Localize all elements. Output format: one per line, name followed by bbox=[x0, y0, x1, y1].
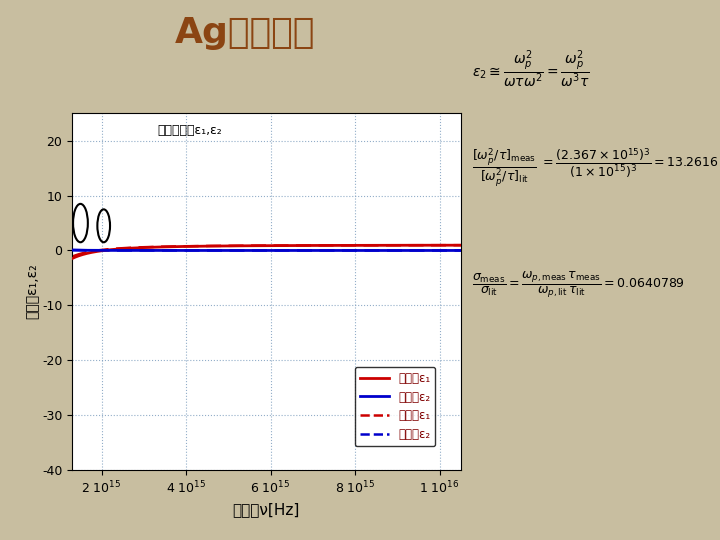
Text: $\dfrac{\sigma_{\rm meas}}{\sigma_{\rm lit}} = \dfrac{\omega_{p,\rm meas}\,\tau_: $\dfrac{\sigma_{\rm meas}}{\sigma_{\rm l… bbox=[472, 270, 685, 300]
X-axis label: 振動数ν[Hz]: 振動数ν[Hz] bbox=[233, 502, 300, 517]
Text: $= \dfrac{(2.367\times10^{15})^3}{(1\times10^{15})^3} = 13.2616$: $= \dfrac{(2.367\times10^{15})^3}{(1\tim… bbox=[540, 146, 719, 179]
Text: $\dfrac{[\omega_p^2/\tau]_{\rm meas}}{[\omega_p^2/\tau]_{\rm lit}}$: $\dfrac{[\omega_p^2/\tau]_{\rm meas}}{[\… bbox=[472, 146, 536, 188]
Text: $\varepsilon_2 \cong \dfrac{\omega_p^2}{\omega\tau\omega^2} = \dfrac{\omega_p^2}: $\varepsilon_2 \cong \dfrac{\omega_p^2}{… bbox=[472, 49, 590, 90]
Text: Agの誘電率: Agの誘電率 bbox=[175, 16, 315, 50]
Legend: 測定値ε₁, 測定値ε₂, 文献値ε₁, 文献値ε₂: 測定値ε₁, 測定値ε₂, 文献値ε₁, 文献値ε₂ bbox=[355, 367, 436, 446]
Text: 銀の誘電率ε₁,ε₂: 銀の誘電率ε₁,ε₂ bbox=[158, 124, 222, 137]
Y-axis label: 誘電率ε₁,ε₂: 誘電率ε₁,ε₂ bbox=[25, 264, 39, 320]
